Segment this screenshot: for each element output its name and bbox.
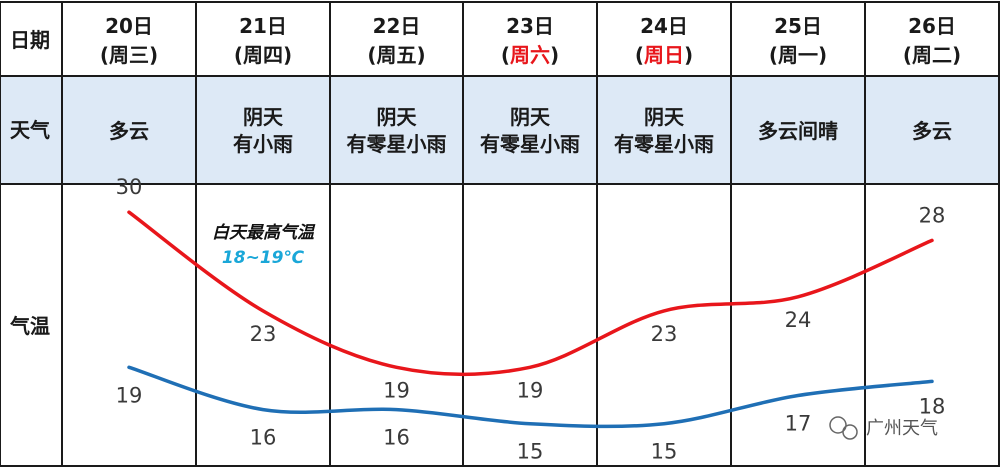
- weekday-weekend-label: 周日: [644, 43, 684, 67]
- series-line-low: [127, 365, 934, 429]
- weekday-close-paren: ): [684, 43, 693, 67]
- data-label-high: 19: [383, 378, 410, 402]
- weather-text: 阴天: [377, 105, 418, 129]
- header-date: 23日: [506, 14, 554, 38]
- annotation-title: 白天最高气温: [212, 223, 316, 243]
- weather-row-background: [0, 76, 1000, 184]
- weather-text: 多云: [109, 119, 149, 143]
- data-label-low: 17: [785, 412, 812, 436]
- header-weekday: (周四): [234, 43, 292, 67]
- header-date: 21日: [239, 14, 287, 38]
- temperature-series: [127, 210, 934, 429]
- data-label-high: 24: [785, 308, 812, 332]
- weather-text: 阴天: [243, 105, 284, 129]
- data-label-low: 15: [517, 440, 544, 464]
- weekday-weekend-label: 周六: [510, 43, 550, 67]
- weather-text: 有小雨: [233, 132, 293, 156]
- annotation-range: 18~19℃: [222, 248, 305, 268]
- row-label-weather: 天气: [10, 118, 50, 142]
- data-label-high: 23: [250, 322, 277, 346]
- watermark: 广州天气: [829, 416, 938, 440]
- row-label-date: 日期: [10, 28, 50, 52]
- header-date: 20日: [105, 14, 153, 38]
- header-date: 24日: [640, 14, 688, 38]
- data-label-low: 19: [116, 383, 143, 407]
- series-line-high: [127, 210, 934, 377]
- weekday-close-paren: ): [550, 43, 559, 67]
- weather-text: 有零星小雨: [614, 132, 714, 156]
- header-weekday: (周日): [635, 43, 693, 67]
- watermark-text: 广州天气: [866, 418, 938, 439]
- weather-text: 阴天: [510, 105, 551, 129]
- header-weekday: (周三): [100, 43, 158, 67]
- weather-text: 阴天: [644, 105, 685, 129]
- data-label-high: 30: [116, 175, 143, 199]
- weather-text: 多云间晴: [758, 119, 838, 143]
- data-label-low: 16: [250, 426, 277, 450]
- data-label-high: 28: [919, 203, 946, 227]
- data-label-low: 16: [383, 426, 410, 450]
- header-weekday: (周五): [367, 43, 425, 67]
- weekday-open-paren: (: [501, 43, 510, 67]
- wechat-icon: [829, 416, 858, 440]
- data-label-high: 19: [517, 378, 544, 402]
- temperature-labels: 30 23 19 19 23 24 28 19 16 16 15 15 17 18: [116, 175, 946, 464]
- row-label-temperature: 气温: [9, 314, 50, 338]
- header-weekday: (周六): [501, 43, 559, 67]
- weather-text: 有零星小雨: [347, 132, 447, 156]
- header-date: 22日: [373, 14, 421, 38]
- weather-text: 有零星小雨: [480, 132, 580, 156]
- date-header-row: 20日(周三)21日(周四)22日(周五)23日(周六)24日(周日)25日(周…: [100, 14, 961, 67]
- weather-text: 多云: [912, 119, 952, 143]
- data-label-high: 23: [651, 322, 678, 346]
- header-date: 26日: [908, 14, 956, 38]
- data-label-low: 18: [919, 394, 946, 418]
- weekday-open-paren: (: [635, 43, 644, 67]
- header-date: 25日: [774, 14, 822, 38]
- header-weekday: (周一): [769, 43, 827, 67]
- header-weekday: (周二): [903, 43, 961, 67]
- data-label-low: 15: [651, 440, 678, 464]
